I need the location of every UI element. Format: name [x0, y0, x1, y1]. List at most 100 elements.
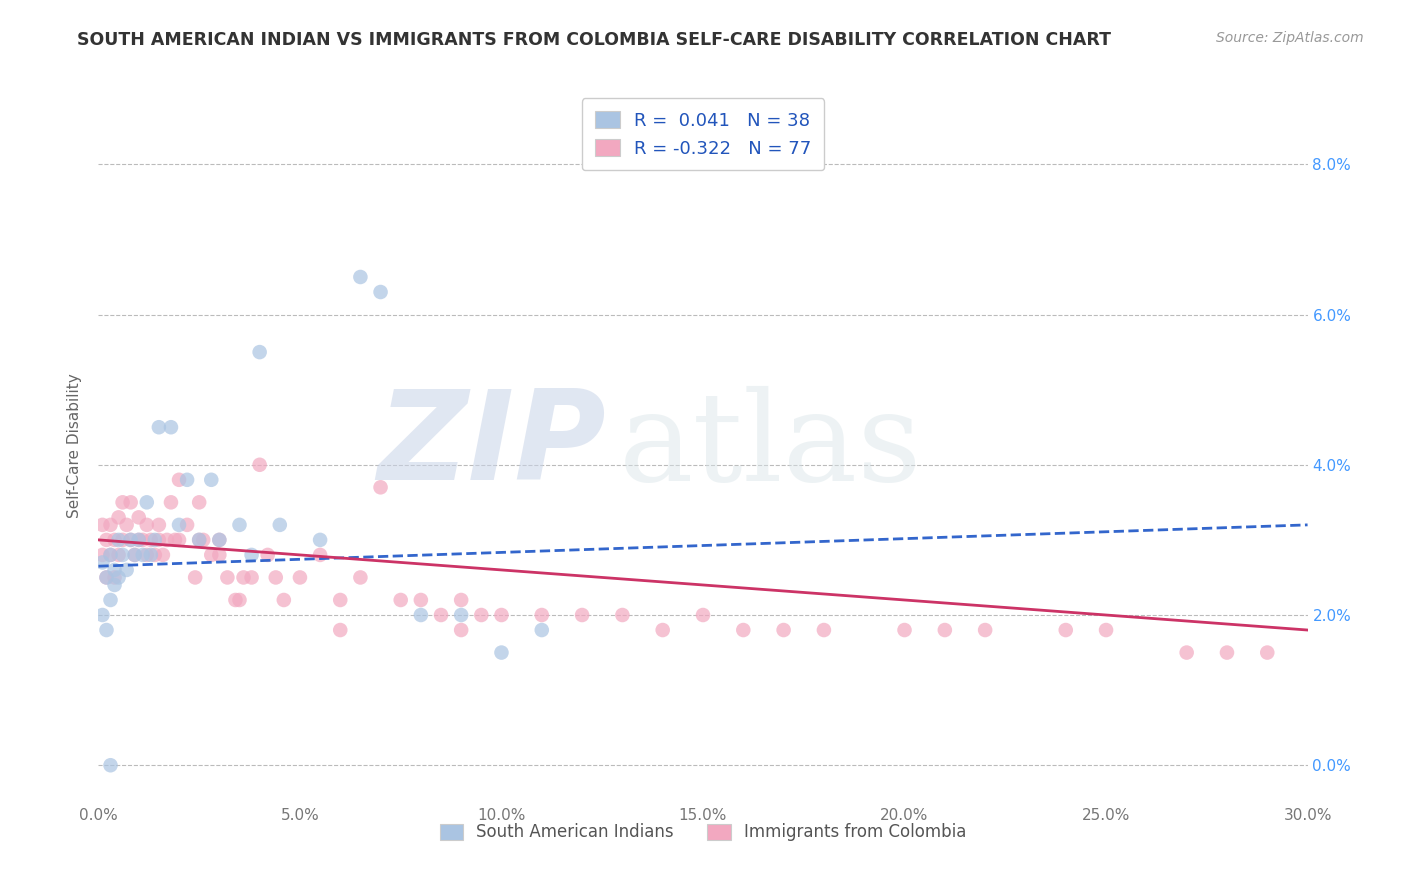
Point — [470, 607, 492, 622]
Point — [329, 593, 352, 607]
Point — [107, 510, 129, 524]
Point — [135, 548, 157, 562]
Point — [309, 548, 332, 562]
Point — [349, 570, 371, 584]
Point — [934, 623, 956, 637]
Point — [309, 533, 332, 547]
Point — [148, 517, 170, 532]
Point — [240, 548, 263, 562]
Point — [132, 548, 155, 562]
Point — [176, 517, 198, 532]
Point — [139, 548, 162, 562]
Point — [264, 570, 287, 584]
Point — [167, 473, 190, 487]
Point — [232, 570, 254, 584]
Point — [91, 607, 114, 622]
Point — [329, 623, 352, 637]
Point — [193, 533, 215, 547]
Point — [200, 473, 222, 487]
Point — [107, 570, 129, 584]
Point — [128, 510, 150, 524]
Point — [107, 548, 129, 562]
Point — [107, 533, 129, 547]
Point — [1256, 646, 1278, 660]
Point — [273, 593, 295, 607]
Point — [256, 548, 278, 562]
Point — [612, 607, 634, 622]
Point — [160, 420, 183, 434]
Point — [893, 623, 915, 637]
Point — [135, 517, 157, 532]
Point — [124, 548, 146, 562]
Point — [184, 570, 207, 584]
Point — [1216, 646, 1239, 660]
Point — [288, 570, 311, 584]
Point — [1175, 646, 1198, 660]
Point — [651, 623, 673, 637]
Point — [450, 607, 472, 622]
Point — [128, 533, 150, 547]
Point — [100, 517, 122, 532]
Point — [124, 548, 146, 562]
Point — [228, 593, 250, 607]
Point — [240, 570, 263, 584]
Point — [813, 623, 835, 637]
Point — [571, 607, 593, 622]
Point — [409, 607, 432, 622]
Text: SOUTH AMERICAN INDIAN VS IMMIGRANTS FROM COLOMBIA SELF-CARE DISABILITY CORRELATI: SOUTH AMERICAN INDIAN VS IMMIGRANTS FROM… — [77, 31, 1111, 49]
Point — [91, 548, 114, 562]
Point — [200, 548, 222, 562]
Point — [115, 517, 138, 532]
Point — [530, 607, 553, 622]
Point — [120, 495, 142, 509]
Point — [96, 533, 118, 547]
Point — [120, 533, 142, 547]
Point — [120, 533, 142, 547]
Point — [96, 570, 118, 584]
Point — [228, 517, 250, 532]
Point — [370, 285, 392, 299]
Point — [409, 593, 432, 607]
Point — [370, 480, 392, 494]
Text: atlas: atlas — [619, 385, 922, 507]
Point — [733, 623, 755, 637]
Point — [135, 495, 157, 509]
Point — [152, 548, 174, 562]
Point — [128, 533, 150, 547]
Point — [148, 533, 170, 547]
Point — [103, 533, 125, 547]
Point — [188, 533, 211, 547]
Point — [163, 533, 186, 547]
Point — [450, 623, 472, 637]
Point — [111, 495, 134, 509]
Point — [249, 345, 271, 359]
Point — [450, 593, 472, 607]
Point — [208, 533, 231, 547]
Point — [148, 420, 170, 434]
Point — [115, 563, 138, 577]
Legend: South American Indians, Immigrants from Colombia: South American Indians, Immigrants from … — [433, 817, 973, 848]
Point — [269, 517, 291, 532]
Point — [772, 623, 794, 637]
Text: Source: ZipAtlas.com: Source: ZipAtlas.com — [1216, 31, 1364, 45]
Point — [139, 533, 162, 547]
Point — [692, 607, 714, 622]
Point — [188, 533, 211, 547]
Point — [491, 646, 513, 660]
Y-axis label: Self-Care Disability: Self-Care Disability — [67, 374, 83, 518]
Point — [974, 623, 997, 637]
Point — [491, 607, 513, 622]
Point — [176, 473, 198, 487]
Point — [111, 533, 134, 547]
Point — [100, 593, 122, 607]
Point — [103, 578, 125, 592]
Point — [100, 548, 122, 562]
Point — [103, 570, 125, 584]
Point — [91, 517, 114, 532]
Point — [430, 607, 453, 622]
Point — [103, 563, 125, 577]
Point — [217, 570, 239, 584]
Point — [96, 623, 118, 637]
Point — [143, 548, 166, 562]
Point — [167, 517, 190, 532]
